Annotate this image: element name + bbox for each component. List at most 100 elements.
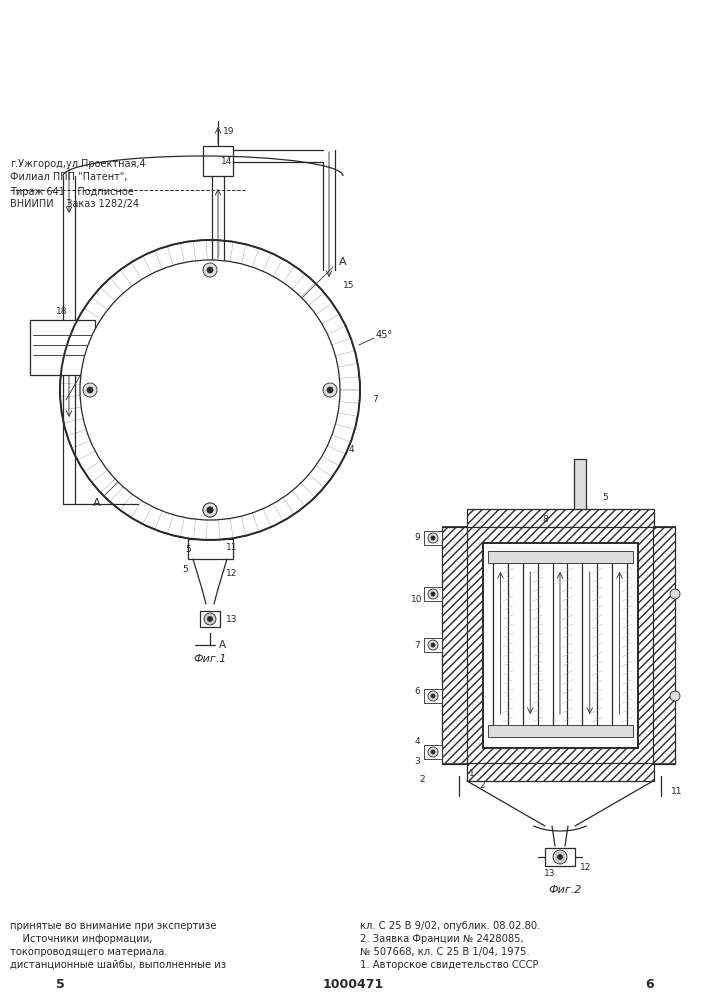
Text: 45°: 45° [376,330,393,340]
Text: Тираж 641    Подписное: Тираж 641 Подписное [10,187,134,197]
Circle shape [203,503,217,517]
Text: 2: 2 [479,780,485,790]
Text: 3: 3 [414,758,420,766]
Text: 5: 5 [182,564,188,574]
Bar [653,527,675,764]
Text: 7: 7 [372,395,378,404]
Text: 6: 6 [645,978,654,992]
Text: 5: 5 [185,544,191,554]
Circle shape [670,589,680,599]
Bar [424,587,442,601]
Text: 1000471: 1000471 [322,978,384,992]
Text: 11: 11 [226,542,238,552]
Bar [467,509,654,527]
Circle shape [204,613,216,625]
Text: 2. Заявка Франции № 2428085,: 2. Заявка Франции № 2428085, [360,934,524,944]
Bar [424,745,442,759]
Text: Фиг.1: Фиг.1 [193,654,227,664]
Text: А: А [218,640,226,650]
Circle shape [80,260,340,520]
Circle shape [553,850,567,864]
Circle shape [670,691,680,701]
Circle shape [431,643,435,647]
Bar [424,531,442,545]
Bar [467,509,654,527]
Text: 7: 7 [414,641,420,650]
Text: 11: 11 [671,786,682,796]
Circle shape [207,507,213,513]
Text: 10: 10 [411,594,423,603]
Text: 15: 15 [343,282,354,290]
Bar [574,459,586,509]
Text: принятые во внимание при экспертизе: принятые во внимание при экспертизе [10,921,216,931]
Circle shape [203,263,217,277]
Circle shape [203,503,217,517]
Text: 5: 5 [56,978,64,992]
Text: 9: 9 [414,534,420,542]
Bar [467,526,654,763]
Bar [424,638,442,652]
Text: 12: 12 [580,863,591,872]
Bar [467,527,654,764]
Circle shape [207,267,213,273]
Circle shape [428,533,438,543]
Bar [467,763,654,781]
Circle shape [428,589,438,599]
Bar [483,543,638,748]
Text: № 507668, кл. С 25 В 1/04, 1975.: № 507668, кл. С 25 В 1/04, 1975. [360,947,530,957]
Circle shape [327,387,333,393]
Bar [30,320,95,375]
Text: А: А [93,498,100,508]
Text: 2: 2 [419,774,425,784]
Text: А: А [339,257,347,267]
Text: 14: 14 [221,156,233,165]
Text: ВНИИПИ    Заказ 1282/24: ВНИИПИ Заказ 1282/24 [10,199,139,209]
Text: Фиг.2: Фиг.2 [549,885,582,895]
Text: 4: 4 [349,446,355,454]
Bar [200,611,220,627]
Text: 13: 13 [544,869,556,879]
Circle shape [207,507,213,513]
Bar [424,689,442,703]
Circle shape [558,854,563,859]
Circle shape [87,387,93,393]
Text: 18: 18 [57,308,68,316]
Circle shape [207,616,213,621]
Text: дистанционные шайбы, выполненные из: дистанционные шайбы, выполненные из [10,960,226,970]
Text: 6: 6 [414,686,420,696]
Bar [488,551,633,563]
Text: 12: 12 [226,570,238,578]
Text: А - А: А - А [554,514,587,526]
Circle shape [431,592,435,596]
Text: кл. С 25 В 9/02, опублик. 08.02.80.: кл. С 25 В 9/02, опублик. 08.02.80. [360,921,540,931]
Text: 1. Авторское свидетельство СССР: 1. Авторское свидетельство СССР [360,960,539,970]
Circle shape [428,691,438,701]
Text: 4: 4 [414,738,420,746]
Text: Источники информации,: Источники информации, [10,934,153,944]
Text: 16: 16 [47,356,59,364]
Circle shape [83,383,97,397]
Bar [442,527,467,764]
Bar [545,848,575,866]
Bar [653,526,675,763]
Text: 13: 13 [226,614,238,624]
Text: г.Ужгород,ул.Проектная,4: г.Ужгород,ул.Проектная,4 [10,159,146,169]
Text: 1: 1 [469,768,475,778]
Text: 8: 8 [542,514,548,524]
Circle shape [428,640,438,650]
Text: токопроводящего материала.: токопроводящего материала. [10,947,168,957]
Circle shape [323,383,337,397]
Bar [188,539,233,559]
Bar [203,146,233,176]
Circle shape [431,694,435,698]
Text: 5: 5 [602,492,608,502]
Text: 19: 19 [223,126,235,135]
Circle shape [431,536,435,540]
Bar [467,763,654,781]
Text: 17: 17 [100,342,112,352]
Bar [488,725,633,737]
Bar [442,526,467,763]
Circle shape [428,747,438,757]
Circle shape [60,240,360,540]
Text: Филиал ППП "Патент",: Филиал ППП "Патент", [10,172,127,182]
